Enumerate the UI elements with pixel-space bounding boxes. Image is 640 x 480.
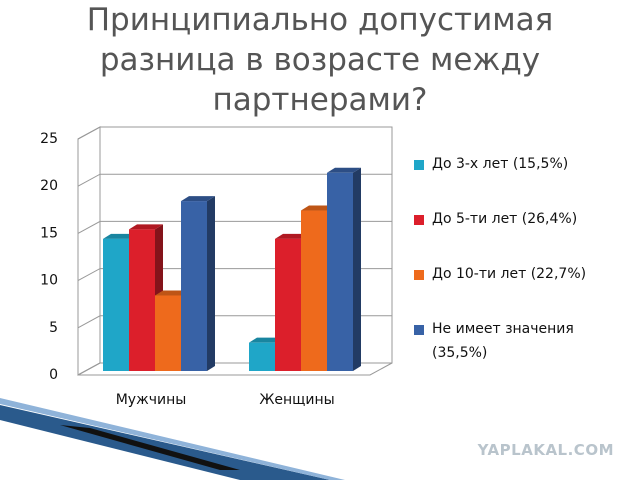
bar-top	[301, 205, 335, 211]
legend-swatch	[414, 160, 424, 170]
bar	[275, 238, 301, 371]
bar-top	[181, 196, 215, 202]
bar-top	[103, 233, 137, 239]
decor-swoosh	[60, 425, 240, 470]
watermark: YAPLAKAL.COM	[477, 441, 614, 459]
legend-label: Не имеет значения (35,5%)	[432, 321, 574, 361]
bar-top	[327, 167, 361, 173]
legend-item: До 5-ти лет (26,4%)	[414, 207, 624, 262]
side-wall	[77, 126, 101, 376]
y-tick-label: 15	[40, 225, 58, 241]
bar-side	[353, 167, 361, 371]
legend-label: До 3-х лет (15,5%)	[432, 156, 569, 172]
bar-top	[129, 224, 163, 230]
grid-line	[77, 220, 392, 234]
legend-item: Не имеет значения (35,5%)	[414, 317, 624, 372]
bar-top	[249, 337, 283, 343]
bar-top	[275, 233, 309, 239]
legend-swatch	[414, 270, 424, 280]
bar	[155, 295, 181, 371]
legend-item: До 10-ти лет (22,7%)	[414, 262, 624, 317]
legend-swatch	[414, 215, 424, 225]
chart-title: Принципиально допустимая разница в возра…	[86, 2, 554, 118]
x-tick-label: Женщины	[259, 392, 334, 408]
grid-line	[77, 126, 392, 140]
bar-top	[155, 290, 189, 296]
legend-item: До 3-х лет (15,5%)	[414, 152, 624, 207]
bar	[103, 238, 129, 371]
decor-swoosh	[0, 398, 345, 480]
legend-swatch	[414, 325, 424, 335]
legend-label: До 10-ти лет (22,7%)	[432, 266, 587, 282]
x-tick-label: Мужчины	[116, 392, 187, 408]
legend-label: До 5-ти лет (26,4%)	[432, 211, 578, 227]
bar	[181, 201, 207, 371]
bar	[249, 342, 275, 371]
legend: До 3-х лет (15,5%) До 5-ти лет (26,4%) До …	[414, 152, 624, 372]
y-tick-label: 20	[40, 178, 58, 194]
bar	[129, 229, 155, 371]
decor-swoosh	[0, 405, 330, 480]
bar-side	[207, 196, 215, 371]
grid-line	[77, 173, 392, 187]
y-tick-label: 0	[49, 367, 58, 383]
y-tick-label: 5	[49, 320, 58, 336]
y-tick-label: 10	[40, 273, 58, 289]
y-tick-label: 25	[40, 131, 58, 147]
bar	[301, 210, 327, 371]
bar	[327, 172, 353, 371]
